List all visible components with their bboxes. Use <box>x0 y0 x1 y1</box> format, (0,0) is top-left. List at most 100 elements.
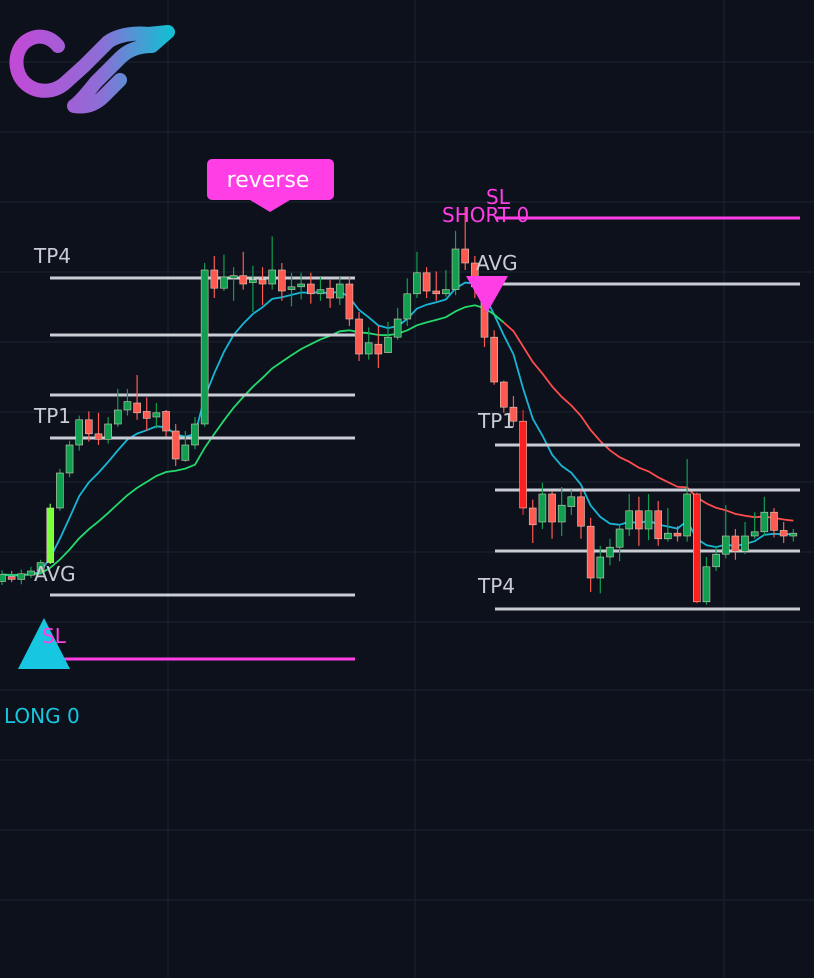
candle-body <box>65 444 74 474</box>
candle-body <box>779 530 788 537</box>
candle-body <box>499 381 508 408</box>
candle-body <box>345 283 354 320</box>
candle-body <box>567 496 576 507</box>
candle-body <box>200 269 209 425</box>
level-labels: TP4 TP1 AVG SL LONG 0 SL SHORT 0 AVG TP1… <box>4 185 529 728</box>
candle-body <box>692 493 701 603</box>
candle-body <box>191 423 199 446</box>
candle-body <box>557 504 566 523</box>
candle-body <box>615 528 624 548</box>
infinity-logo-icon <box>9 25 175 114</box>
short-avg-label: AVG <box>476 251 518 275</box>
candle-body <box>451 248 460 290</box>
reverse-label: reverse <box>227 168 310 193</box>
candle-body <box>278 269 286 292</box>
candle-body <box>760 511 769 533</box>
candle-body <box>750 531 759 537</box>
candle-body <box>364 342 373 355</box>
candle-body <box>393 318 402 338</box>
candles <box>0 207 798 605</box>
candle-body <box>306 283 315 295</box>
candle-body <box>442 289 450 295</box>
candle-body <box>789 532 798 537</box>
long-tp1-label: TP1 <box>33 404 71 428</box>
candle-body <box>123 401 132 411</box>
candle-body <box>85 419 93 435</box>
candle-body <box>75 419 83 446</box>
candle-body <box>635 510 643 530</box>
candle-body <box>461 248 470 264</box>
candle-body <box>731 535 740 552</box>
candle-body <box>104 423 112 440</box>
short-tp1-label: TP1 <box>477 409 515 433</box>
candle-body <box>586 525 595 579</box>
candle-body <box>384 336 392 353</box>
candle-body <box>596 556 605 579</box>
candle-body <box>683 493 691 537</box>
candle-body <box>335 283 344 299</box>
candle-body <box>673 532 682 537</box>
candle-body <box>548 493 556 523</box>
candle-body <box>171 430 180 460</box>
candle-body <box>606 546 614 558</box>
candle-body <box>36 562 45 572</box>
signal-markers: reverse <box>18 159 508 669</box>
candle-body <box>114 409 122 425</box>
candle-body <box>625 510 634 530</box>
long-avg-label: AVG <box>34 562 76 586</box>
candle-body <box>181 444 190 461</box>
ema-slow-line-up <box>1 304 505 576</box>
candle-body <box>94 433 103 440</box>
candle-body <box>56 472 64 509</box>
candle-body <box>721 535 730 555</box>
candle-body <box>355 318 363 355</box>
candle-body <box>770 511 778 531</box>
candle-body <box>220 276 228 289</box>
candle-body <box>152 412 161 418</box>
long-tp4-label: TP4 <box>33 244 71 268</box>
candle-body <box>326 287 334 299</box>
candle-body <box>239 275 248 285</box>
candle-body <box>142 411 151 419</box>
candle-body <box>654 510 663 540</box>
reverse-bubble: reverse <box>207 159 334 212</box>
short-signal-label: SHORT 0 <box>442 203 529 227</box>
candle-body <box>413 272 421 295</box>
candle-body <box>712 553 720 568</box>
reverse-bubble-box <box>207 159 334 200</box>
short-tp4-label: TP4 <box>477 574 515 598</box>
candle-body <box>577 496 585 527</box>
candle-body <box>490 336 498 383</box>
candle-body <box>133 402 141 414</box>
long-signal-label: LONG 0 <box>4 704 80 728</box>
ema-slow-line-down <box>503 321 794 522</box>
candle-body <box>229 275 238 279</box>
candle-body <box>644 510 653 530</box>
candle-body <box>664 532 672 540</box>
candle-body <box>297 283 305 288</box>
candle-body <box>210 269 219 289</box>
candle-body <box>162 411 170 432</box>
short-sl-label: SL <box>486 185 511 209</box>
logo <box>9 25 175 114</box>
candle-body <box>316 289 325 295</box>
candle-body <box>7 576 16 580</box>
candle-body <box>741 535 749 552</box>
long-sl-label: SL <box>42 624 67 648</box>
candle-body <box>702 566 711 603</box>
candle-body <box>249 279 257 283</box>
candle-body <box>509 406 518 422</box>
candle-body <box>258 279 267 285</box>
candle-body <box>519 420 527 509</box>
candle-body <box>538 493 547 523</box>
candle-body <box>374 343 383 355</box>
reverse-bubble-pointer-icon <box>250 200 290 212</box>
candle-body <box>46 507 55 563</box>
candle-body <box>268 269 277 285</box>
long-entry-triangle-icon <box>18 618 70 669</box>
short-entry-triangle-icon <box>466 276 508 313</box>
candle-body <box>403 293 412 320</box>
candle-body <box>0 574 6 582</box>
candle-body <box>422 272 431 292</box>
